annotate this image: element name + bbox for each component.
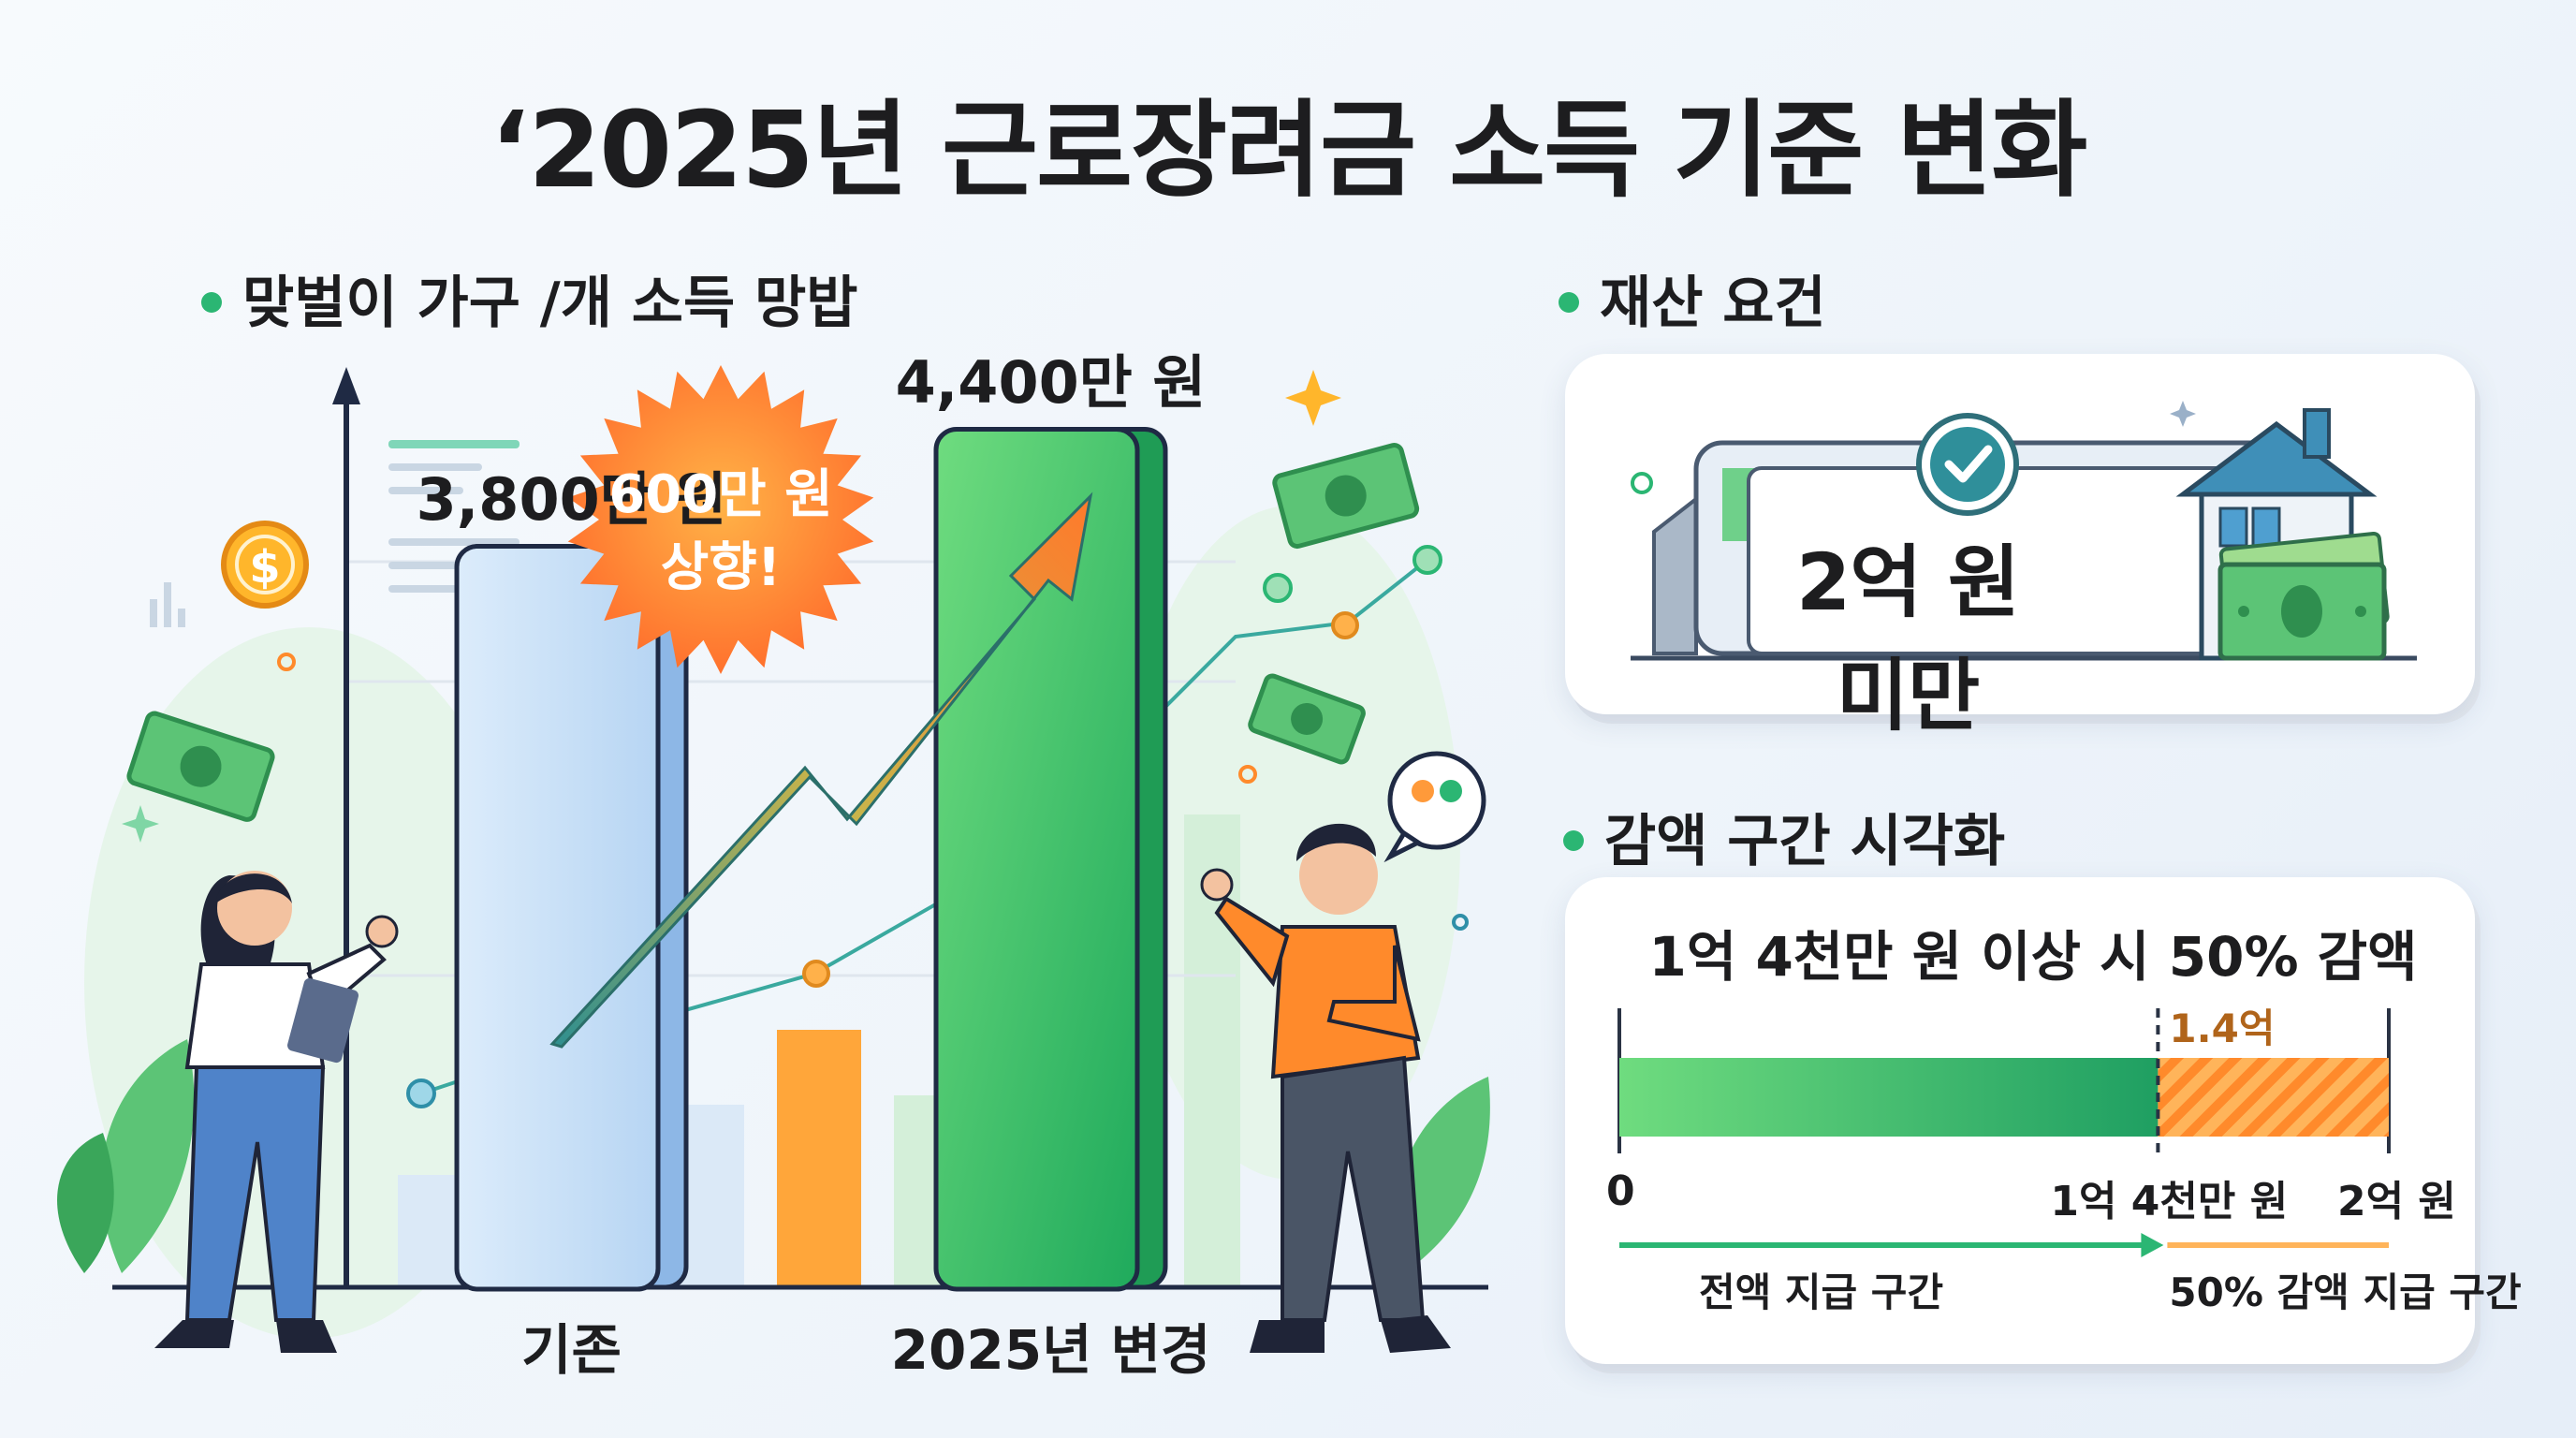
sparkle-icon [1285,370,1341,426]
reduction-threshold-marker-label: 1.4억 [2169,1005,2276,1051]
income-section-label-text: 맞벌이 가구 /개 소득 망밥 [242,271,858,336]
reduction-section-label-text: 감액 구간 시각화 [1604,809,2006,874]
income-chart: $ [57,365,1490,1353]
trend-point [406,1078,436,1108]
coin-icon: $ [221,521,309,609]
decor-bar-orange [777,1030,861,1287]
money-bill-icon [1248,673,1366,765]
full-payment-segment [1619,1058,2159,1137]
x-tick-label-old: 기존 [521,1318,622,1382]
decor-ring [1631,472,1653,494]
reduced-payment-segment [2158,1058,2389,1137]
trend-point [1331,611,1359,639]
chat-bubble-icon [1383,751,1486,863]
decor-line [388,487,463,494]
check-icon [1930,427,2005,502]
decor-mini-bars [164,582,171,627]
decor-ring [1238,765,1257,784]
increase-badge-text: 600만 원 상향! [580,459,861,605]
bar-1 [933,426,1140,1292]
reduction-tick-end: 2억 원 [2337,1178,2456,1225]
reduction-tick-threshold: 1억 4천만 원 [2050,1178,2289,1225]
full-zone-arrow-head-icon [2141,1233,2164,1257]
property-limit-value: 2억 원 미만 [1795,536,2020,741]
bar-value-label-old: 3,800만 원 [416,465,727,535]
bullet-dot-icon [201,292,222,314]
bullet-dot-icon [1563,830,1584,852]
reduced-payment-zone-label: 50% 감액 지급 구간 [2169,1269,2522,1315]
trend-point [802,960,830,988]
reduction-tick-start: 0 [1606,1167,1635,1215]
reduction-bar-chart [1617,1008,2391,1257]
sparkle-icon [2170,401,2196,427]
bar-value-label-new: 4,400만 원 [895,348,1207,418]
property-section-label: 재산 요건 [1559,257,1826,339]
decor-ring [1452,914,1469,931]
increase-badge-line1: 600만 원 [608,464,833,525]
leaf-icon [100,1039,195,1273]
money-bill-icon [1272,443,1420,550]
leaf-icon [57,1133,114,1273]
leaf-icon [1396,1077,1490,1273]
reduction-headline: 1억 4천만 원 이상 시 50% 감액 [1648,925,2418,989]
decor-line [388,440,520,448]
svg-text:$: $ [249,541,280,594]
property-illustration [1631,401,2417,661]
increase-badge [567,365,874,674]
bullet-dot-icon [1559,292,1579,314]
bar-0 [454,543,661,1292]
decor-mini-bars [150,599,157,627]
property-section-label-text: 재산 요건 [1600,271,1826,336]
woman-illustration [154,871,399,1353]
x-tick-label-new: 2025년 변경 [890,1318,1211,1382]
income-section-label: 맞벌이 가구 /개 소득 망밥 [201,257,857,339]
money-stack-icon [2217,531,2390,661]
decor-line [388,585,463,593]
money-bill-icon [126,711,275,822]
decor-ring [277,653,296,671]
growth-arrow-icon [549,492,1093,1049]
increase-badge-line2: 상향! [660,537,782,598]
decor-line [388,463,482,471]
reduction-section-label: 감액 구간 시각화 [1563,796,2005,877]
man-illustration [1200,823,1451,1353]
y-axis-arrow-icon [332,367,360,404]
decor-bar [398,1175,463,1287]
sparkle-icon [122,805,159,843]
full-payment-zone-label: 전액 지급 구간 [1699,1269,1944,1315]
trend-point [1412,545,1442,575]
trend-point [1263,573,1293,603]
decor-mini-bars [178,609,185,627]
page-title: ‘2025년 근로장려금 소득 기준 변화 [490,90,2088,212]
